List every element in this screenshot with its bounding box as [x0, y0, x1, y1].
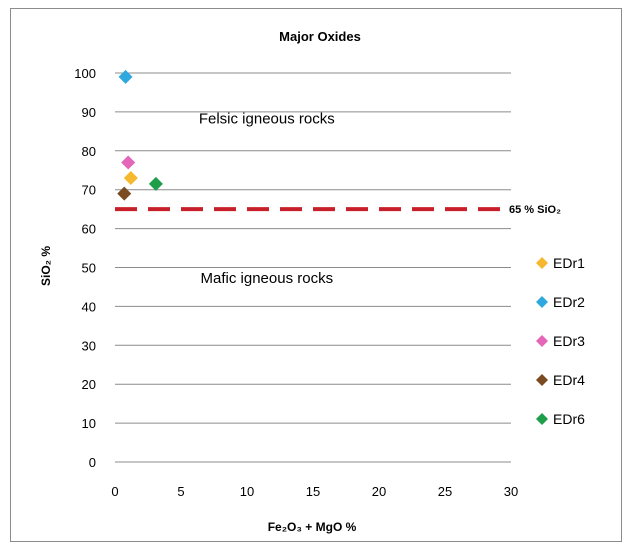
- x-tick-label: 20: [372, 484, 386, 499]
- legend-label: EDr4: [553, 372, 585, 388]
- x-axis-label: Fe₂O₃ + MgO %: [268, 520, 357, 534]
- y-axis-ticks: 0 10 20 30 40 50 60 70 80 90 100: [74, 66, 96, 470]
- data-point-edr1: [123, 171, 138, 186]
- x-tick-label: 30: [504, 484, 518, 499]
- legend-marker-edr3: [536, 335, 548, 347]
- y-tick-label: 20: [82, 377, 96, 392]
- data-point-edr4: [117, 186, 132, 201]
- data-point-edr3: [121, 155, 136, 170]
- x-axis-ticks: 0 5 10 15 20 25 30: [111, 484, 518, 499]
- y-tick-label: 10: [82, 416, 96, 431]
- y-tick-label: 70: [82, 183, 96, 198]
- gridlines: [115, 72, 511, 463]
- legend-label: EDr6: [553, 411, 585, 427]
- y-tick-label: 0: [89, 455, 96, 470]
- x-tick-label: 0: [111, 484, 118, 499]
- y-tick-label: 50: [82, 261, 96, 276]
- region-label: Mafic igneous rocks: [201, 270, 334, 287]
- annotations: Felsic igneous rocks Mafic igneous rocks: [199, 111, 335, 287]
- reference-line-group: 65 % SiO₂: [115, 204, 561, 216]
- x-tick-label: 15: [306, 484, 320, 499]
- region-label: Felsic igneous rocks: [199, 111, 335, 128]
- legend-marker-edr6: [536, 413, 548, 425]
- y-tick-label: 40: [82, 299, 96, 314]
- y-tick-label: 100: [74, 66, 96, 81]
- legend-marker-edr1: [536, 257, 548, 269]
- x-tick-label: 25: [438, 484, 452, 499]
- y-axis-label: SiO₂ %: [39, 246, 53, 286]
- legend-marker-edr2: [536, 296, 548, 308]
- reference-line-label: 65 % SiO₂: [509, 204, 561, 216]
- y-tick-label: 80: [82, 144, 96, 159]
- y-tick-label: 60: [82, 222, 96, 237]
- legend-label: EDr1: [553, 255, 585, 271]
- legend: EDr1 EDr2 EDr3 EDr4 EDr6: [536, 255, 585, 427]
- chart-title: Major Oxides: [279, 29, 361, 44]
- legend-label: EDr3: [553, 333, 585, 349]
- y-tick-label: 30: [82, 338, 96, 353]
- chart-frame: [10, 8, 622, 542]
- x-tick-label: 10: [240, 484, 254, 499]
- legend-label: EDr2: [553, 294, 585, 310]
- data-point-edr2: [118, 69, 133, 84]
- y-tick-label: 90: [82, 105, 96, 120]
- x-tick-label: 5: [177, 484, 184, 499]
- data-point-edr6: [148, 176, 163, 191]
- data-points: [117, 69, 163, 201]
- legend-marker-edr4: [536, 374, 548, 386]
